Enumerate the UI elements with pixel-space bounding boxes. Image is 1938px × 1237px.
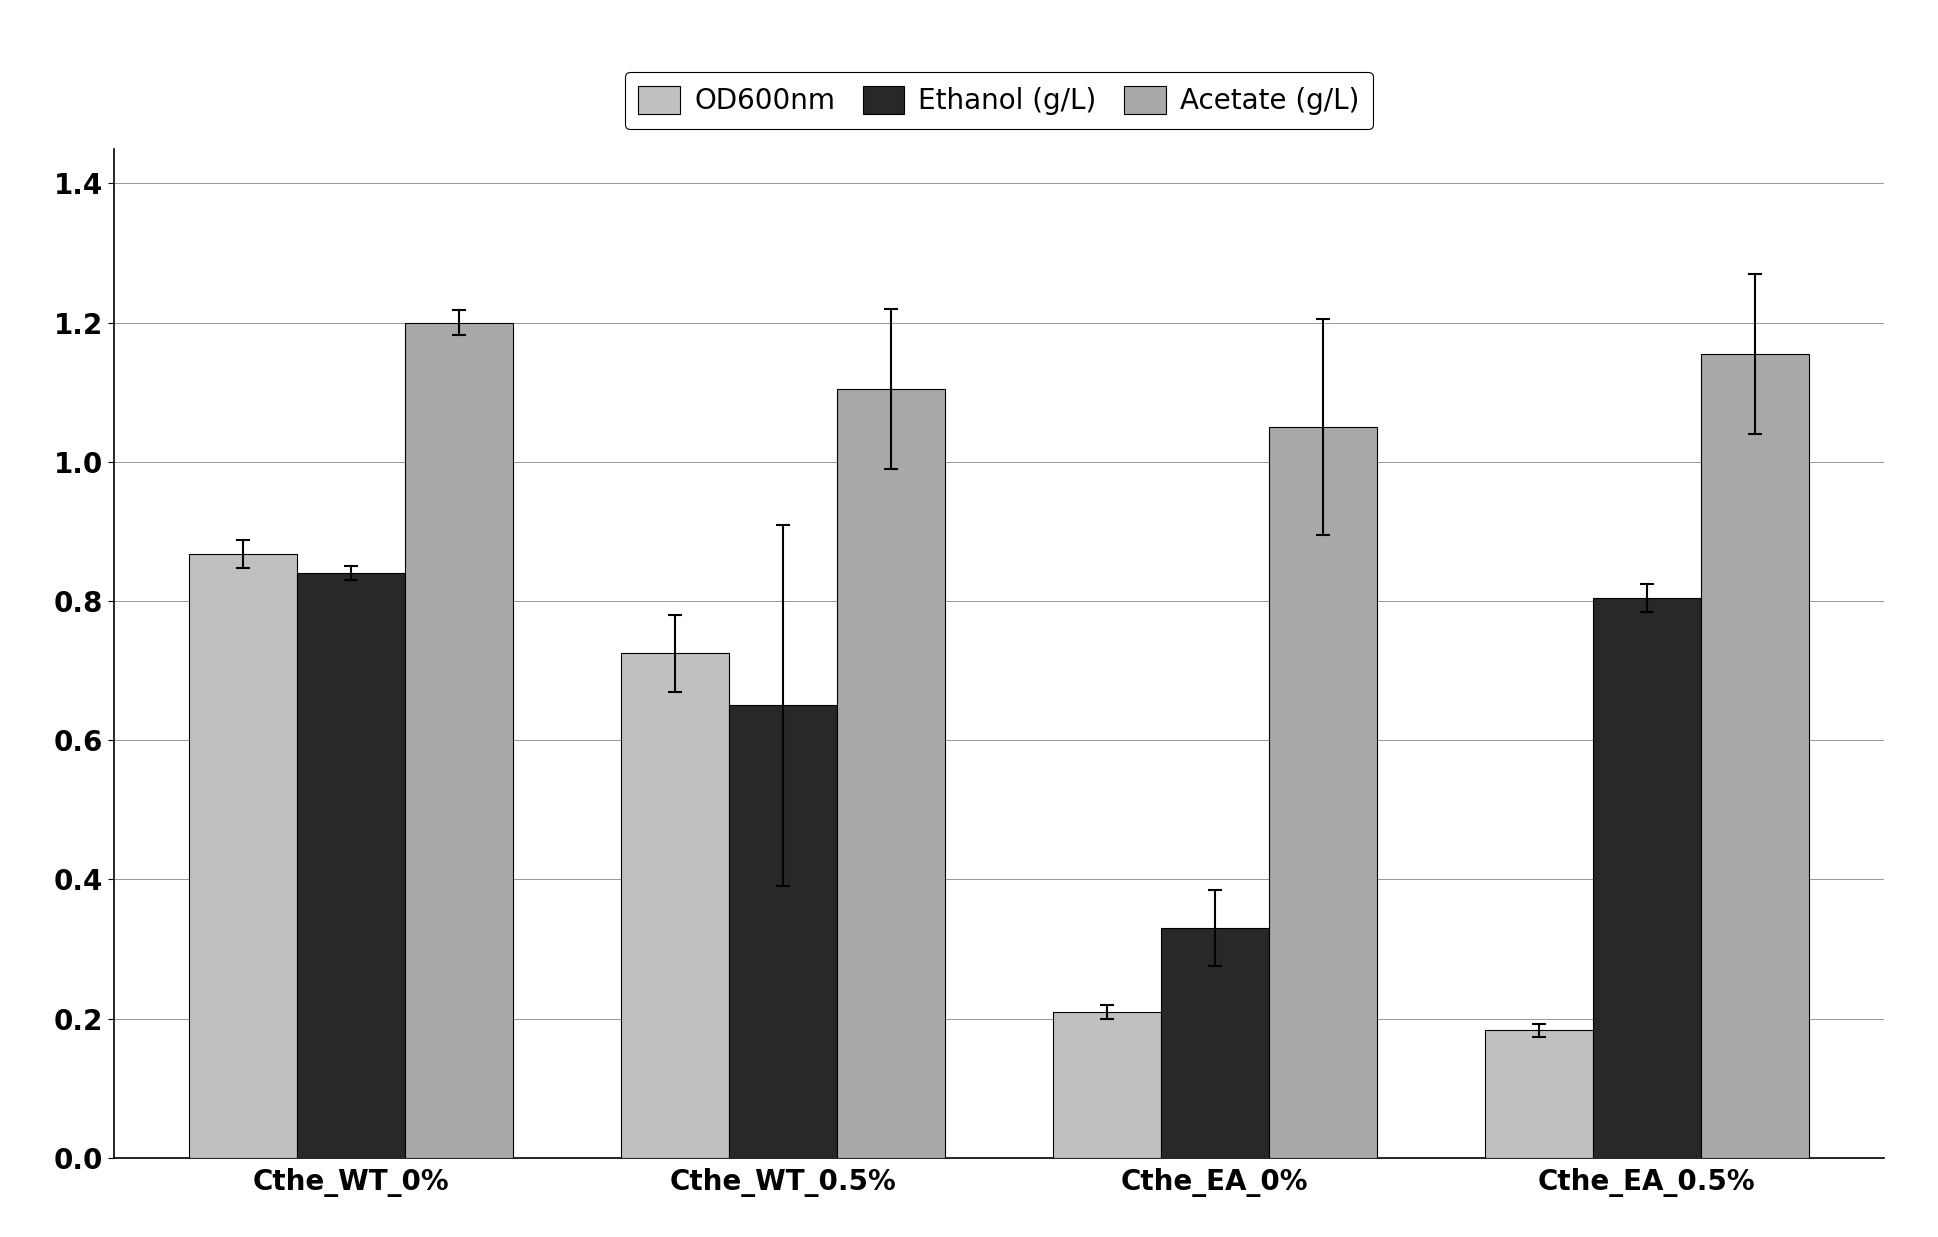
Bar	[190, 554, 297, 1158]
Bar	[405, 323, 514, 1158]
Bar	[1052, 1012, 1161, 1158]
Bar	[1269, 427, 1376, 1158]
Bar	[1702, 354, 1808, 1158]
Bar	[1485, 1030, 1593, 1158]
Bar	[1593, 597, 1702, 1158]
Bar	[837, 388, 946, 1158]
Bar	[620, 653, 729, 1158]
Bar	[729, 705, 837, 1158]
Bar	[1161, 928, 1269, 1158]
Legend: OD600nm, Ethanol (g/L), Acetate (g/L): OD600nm, Ethanol (g/L), Acetate (g/L)	[624, 72, 1374, 129]
Bar	[297, 573, 405, 1158]
